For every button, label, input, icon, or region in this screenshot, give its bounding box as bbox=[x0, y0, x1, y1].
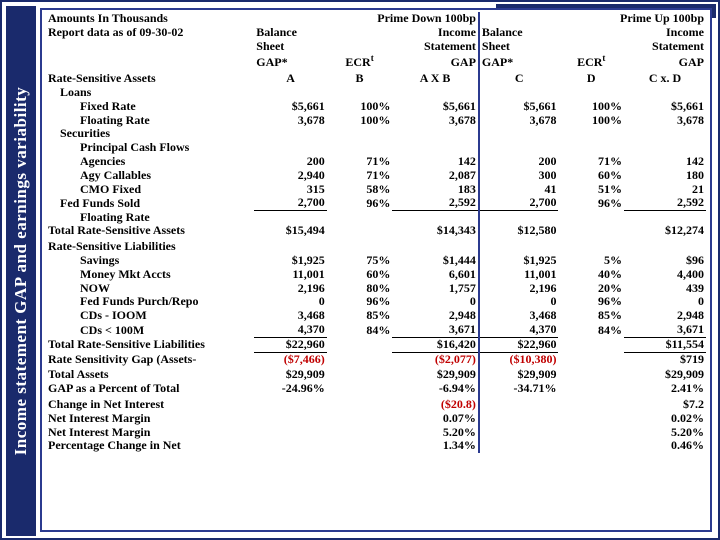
slide-frame: Income statement GAP and earnings variab… bbox=[0, 0, 720, 540]
nim2-row: Net Interest Margin 5.20% 5.20% bbox=[46, 426, 706, 440]
pcf-row: Principal Cash Flows bbox=[46, 141, 706, 155]
agy-callables-row: Agy Callables 2,940 71% 2,087 300 60% 18… bbox=[46, 169, 706, 183]
table-panel: Amounts In Thousands Prime Down 100bp Pr… bbox=[40, 8, 712, 532]
rsa-label: Rate-Sensitive Assets bbox=[46, 70, 254, 86]
cmo-row: CMO Fixed 315 58% 183 41 51% 21 bbox=[46, 183, 706, 197]
ffs-float-row: Floating Rate bbox=[46, 211, 706, 225]
col-bs-a-2: Sheet bbox=[254, 40, 327, 54]
ffs-row: Fed Funds Sold 2,700 96% 2,592 2,700 96%… bbox=[46, 196, 706, 210]
header-col-row1: Report data as of 09-30-02 Balance Incom… bbox=[46, 26, 706, 40]
loans-label: Loans bbox=[46, 86, 254, 100]
col-bs-c-1: Balance bbox=[479, 26, 559, 40]
agencies-row: Agencies 200 71% 142 200 71% 142 bbox=[46, 155, 706, 169]
col-ecr-b: ECRt bbox=[327, 53, 393, 70]
fed-repo-row: Fed Funds Purch/Repo 0 96% 0 0 96% 0 bbox=[46, 295, 706, 309]
rsa-header-row: Rate-Sensitive Assets A B A X B C D C x.… bbox=[46, 70, 706, 86]
header-scenario-row: Amounts In Thousands Prime Down 100bp Pr… bbox=[46, 12, 706, 26]
pctdni-row: Percentage Change in Net 1.34% 0.46% bbox=[46, 439, 706, 453]
sidebar: Income statement GAP and earnings variab… bbox=[6, 6, 36, 536]
total-assets-row: Total Assets $29,909 $29,909 $29,909 $29… bbox=[46, 366, 706, 382]
col-bs-c-2: Sheet bbox=[479, 40, 559, 54]
col-bs-a-3: GAP* bbox=[254, 53, 327, 70]
fixed-rate-row: Fixed Rate $5,661 100% $5,661 $5,661 100… bbox=[46, 100, 706, 114]
securities-row: Securities bbox=[46, 127, 706, 141]
total-rsa-row: Total Rate-Sensitive Assets $15,494 $14,… bbox=[46, 224, 706, 238]
col-AXB: A X B bbox=[392, 70, 479, 86]
col-is-a-1: Income bbox=[392, 26, 479, 40]
gap-pct-row: GAP as a Percent of Total -24.96% -6.94%… bbox=[46, 382, 706, 396]
savings-row: Savings $1,925 75% $1,444 $1,925 5% $96 bbox=[46, 254, 706, 268]
nim-row: Net Interest Margin 0.07% 0.02% bbox=[46, 412, 706, 426]
col-is-c-3: GAP bbox=[624, 53, 706, 70]
sidebar-title: Income statement GAP and earnings variab… bbox=[11, 87, 31, 456]
col-C: C bbox=[479, 70, 559, 86]
dni-row: Change in Net Interest ($20.8) $7.2 bbox=[46, 396, 706, 412]
total-rsl-row: Total Rate-Sensitive Liabilities $22,960… bbox=[46, 337, 706, 352]
rsg-row: Rate Sensitivity Gap (Assets- ($7,466) (… bbox=[46, 352, 706, 366]
col-B: B bbox=[327, 70, 393, 86]
now-row: NOW 2,196 80% 1,757 2,196 20% 439 bbox=[46, 282, 706, 296]
rsl-header-row: Rate-Sensitive Liabilities bbox=[46, 238, 706, 254]
loans-row: Loans bbox=[46, 86, 706, 100]
cds-small-row: CDs < 100M 4,370 84% 3,671 4,370 84% 3,6… bbox=[46, 323, 706, 337]
floating-rate-row: Floating Rate 3,678 100% 3,678 3,678 100… bbox=[46, 114, 706, 128]
col-CXD: C x. D bbox=[624, 70, 706, 86]
mma-row: Money Mkt Accts 11,001 60% 6,601 11,001 … bbox=[46, 268, 706, 282]
col-ecr-d: ECRt bbox=[558, 53, 624, 70]
col-is-a-3: GAP bbox=[392, 53, 479, 70]
col-A: A bbox=[254, 70, 327, 86]
col-is-c-2: Statement bbox=[624, 40, 706, 54]
col-bs-a-1: Balance bbox=[254, 26, 327, 40]
col-bs-c-3: GAP* bbox=[479, 53, 559, 70]
col-is-c-1: Income bbox=[624, 26, 706, 40]
col-is-a-2: Statement bbox=[392, 40, 479, 54]
col-D: D bbox=[558, 70, 624, 86]
cds-big-row: CDs - IOOM 3,468 85% 2,948 3,468 85% 2,9… bbox=[46, 309, 706, 323]
scenario-down: Prime Down 100bp bbox=[254, 12, 479, 26]
amounts-title: Amounts In Thousands bbox=[46, 12, 254, 26]
report-asof: Report data as of 09-30-02 bbox=[46, 26, 254, 70]
scenario-up: Prime Up 100bp bbox=[479, 12, 706, 26]
gap-table: Amounts In Thousands Prime Down 100bp Pr… bbox=[46, 12, 706, 453]
